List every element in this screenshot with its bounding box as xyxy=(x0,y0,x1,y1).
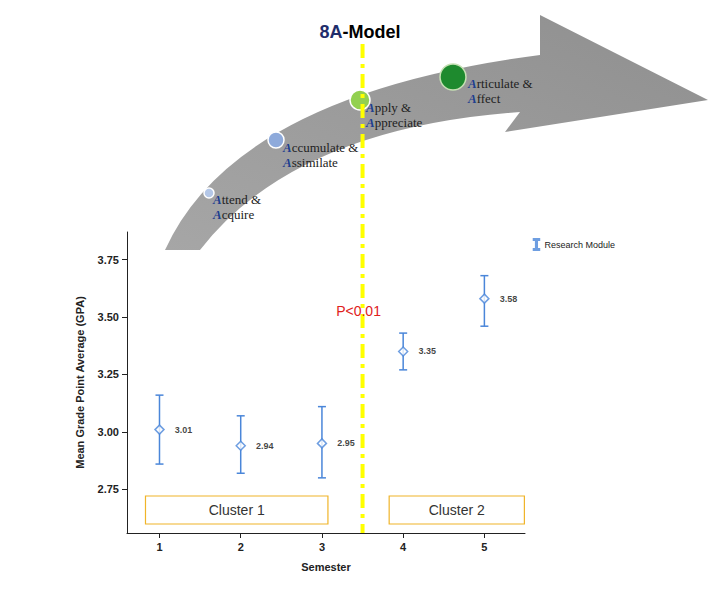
svg-text:P<0.01: P<0.01 xyxy=(336,303,381,319)
svg-text:3.01: 3.01 xyxy=(175,425,193,435)
svg-text:3.35: 3.35 xyxy=(418,346,436,356)
svg-text:Articulate &Affect: Articulate &Affect xyxy=(467,76,533,106)
svg-text:8A-Model: 8A-Model xyxy=(319,22,400,42)
svg-text:1: 1 xyxy=(156,541,162,553)
svg-text:2.95: 2.95 xyxy=(337,438,355,448)
svg-text:Mean Grade Point Average (GPA): Mean Grade Point Average (GPA) xyxy=(74,296,86,469)
svg-text:Apply &Appreciate: Apply &Appreciate xyxy=(365,100,423,130)
svg-text:2.94: 2.94 xyxy=(256,441,274,451)
svg-text:Cluster 2: Cluster 2 xyxy=(429,502,485,518)
svg-text:3.50: 3.50 xyxy=(98,311,119,323)
svg-text:Research Module: Research Module xyxy=(544,240,615,250)
svg-text:3.25: 3.25 xyxy=(98,368,119,380)
svg-text:2: 2 xyxy=(238,541,244,553)
svg-text:Cluster 1: Cluster 1 xyxy=(209,502,265,518)
svg-text:Accumulate &Assimilate: Accumulate &Assimilate xyxy=(282,140,358,170)
svg-text:2.75: 2.75 xyxy=(98,483,119,495)
svg-text:5: 5 xyxy=(481,541,487,553)
svg-text:3.58: 3.58 xyxy=(500,294,518,304)
svg-text:Attend &Acquire: Attend &Acquire xyxy=(212,192,261,222)
svg-text:3: 3 xyxy=(319,541,325,553)
svg-text:3.75: 3.75 xyxy=(98,254,119,266)
svg-text:Semester: Semester xyxy=(301,561,351,573)
svg-text:3.00: 3.00 xyxy=(98,426,119,438)
svg-text:4: 4 xyxy=(400,541,407,553)
